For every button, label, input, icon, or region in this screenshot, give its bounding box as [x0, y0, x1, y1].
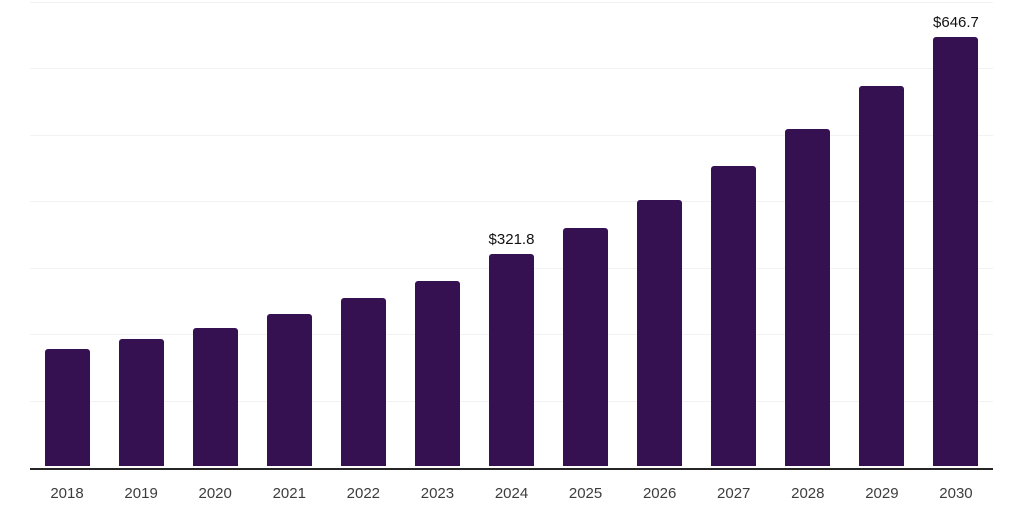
gridline-400 — [30, 201, 993, 203]
x-tick-2023: 2023 — [420, 485, 455, 502]
x-tick-2026: 2026 — [642, 485, 677, 502]
bar-2027[interactable] — [711, 165, 757, 466]
x-axis-line — [30, 468, 993, 470]
gridline-500 — [30, 134, 993, 136]
bar-2026[interactable] — [637, 199, 683, 466]
bar-2020[interactable] — [192, 328, 238, 466]
x-tick-2028: 2028 — [791, 485, 825, 502]
bar-2023[interactable] — [414, 281, 460, 466]
x-tick-2025: 2025 — [568, 485, 603, 502]
x-tick-2029: 2029 — [865, 485, 899, 502]
x-tick-2019: 2019 — [124, 485, 158, 502]
x-tick-2021: 2021 — [272, 485, 306, 502]
bar-2022[interactable] — [340, 298, 386, 466]
bar-2018[interactable] — [44, 349, 90, 466]
x-tick-2024: 2024 — [494, 485, 529, 502]
bar-2024[interactable] — [489, 253, 534, 466]
x-tick-2030: 2030 — [939, 485, 973, 502]
data-label-2030: $646.7 — [933, 14, 979, 32]
gridline-700 — [30, 1, 993, 3]
bar-2021[interactable] — [266, 314, 312, 466]
bar-2028[interactable] — [785, 128, 831, 466]
bar-2025[interactable] — [563, 228, 609, 466]
bar-2030[interactable] — [933, 37, 979, 466]
x-tick-2020: 2020 — [198, 485, 232, 502]
x-tick-2022: 2022 — [346, 485, 381, 502]
data-label-2024: $321.8 — [488, 230, 535, 248]
bar-2029[interactable] — [859, 85, 905, 466]
plot-area: $321.8 $646.7 — [30, 0, 993, 470]
bar-2019[interactable] — [118, 339, 164, 466]
gridline-600 — [30, 68, 993, 70]
x-tick-2018: 2018 — [50, 485, 84, 502]
x-tick-2027: 2027 — [717, 485, 751, 502]
x-axis-tick-labels: 2018 2019 2020 2021 2022 2023 2024 2025 2026 2027… — [30, 470, 993, 512]
